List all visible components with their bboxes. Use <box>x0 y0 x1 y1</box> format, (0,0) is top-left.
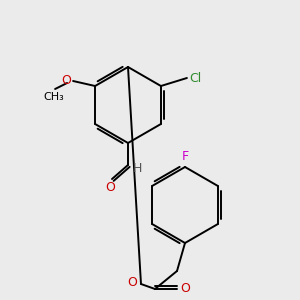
Text: F: F <box>182 150 189 163</box>
Text: O: O <box>127 277 137 290</box>
Text: H: H <box>133 163 142 176</box>
Text: CH₃: CH₃ <box>44 92 64 102</box>
Text: O: O <box>61 74 71 88</box>
Text: O: O <box>180 283 190 296</box>
Text: O: O <box>105 181 115 194</box>
Text: Cl: Cl <box>189 71 201 85</box>
